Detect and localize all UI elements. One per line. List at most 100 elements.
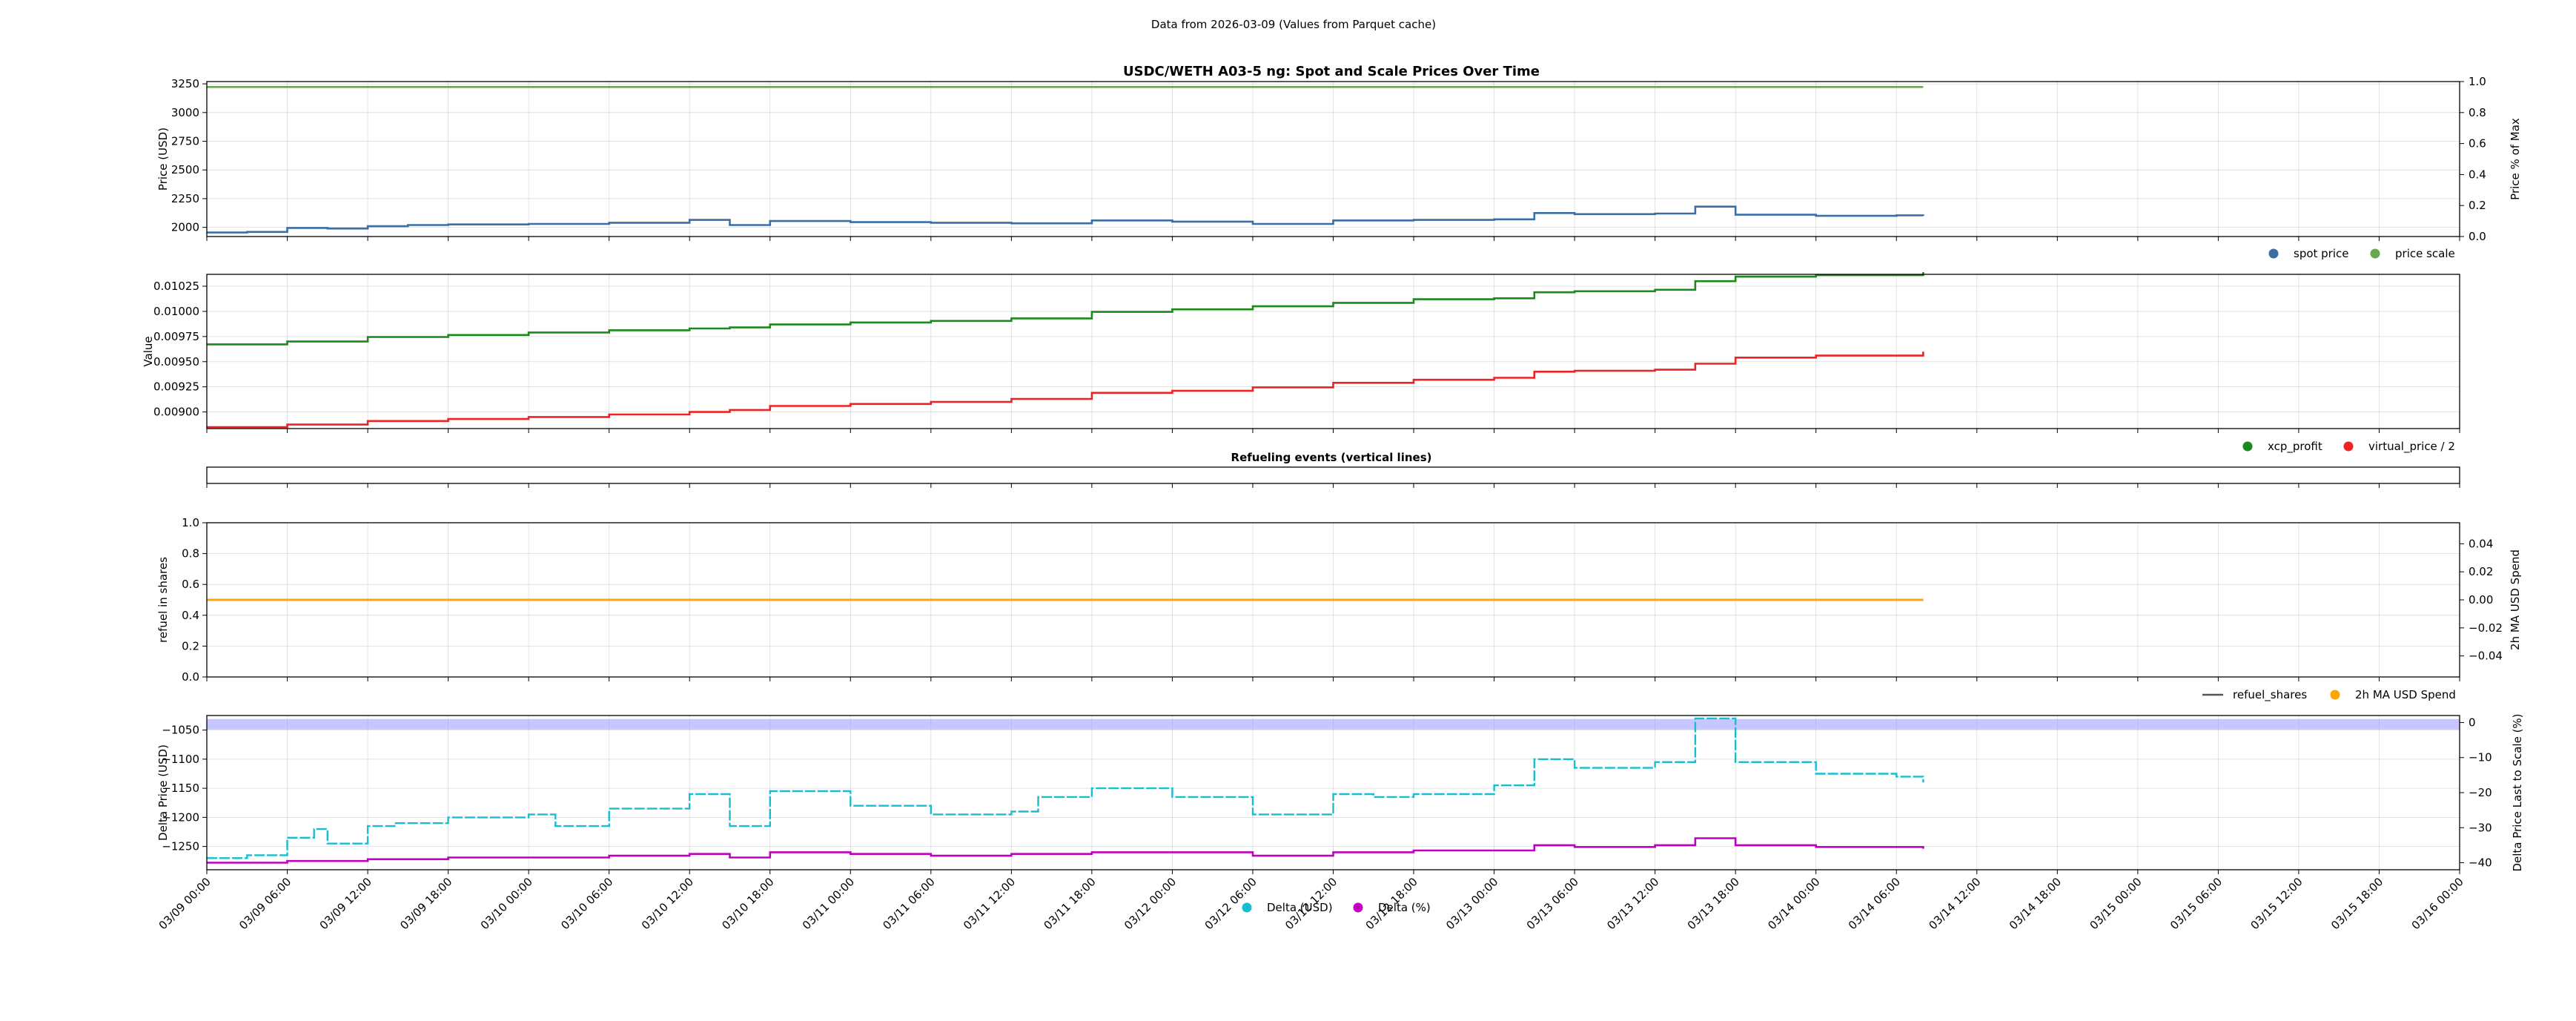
highlight-band bbox=[207, 718, 2460, 730]
subplot-title: USDC/WETH A03-5 ng: Spot and Scale Price… bbox=[1123, 64, 1540, 79]
series-line-delta- bbox=[207, 837, 1924, 864]
x-tick-label: 03/15 12:00 bbox=[2248, 875, 2305, 932]
legend-label: spot price bbox=[2294, 247, 2349, 260]
subplot-title: Refueling events (vertical lines) bbox=[1231, 451, 1432, 464]
legend-item: Delta (USD) bbox=[1242, 901, 1333, 914]
subplot-4: 0.0 0.2 0.4 0.6 0.8 1.0 −0.04 −0.02 0.00 0.02 0.04… bbox=[156, 516, 2522, 702]
y-tick-label: −1250 bbox=[162, 840, 199, 853]
y2-tick-label: 0.4 bbox=[2469, 168, 2486, 181]
y-tick-label: 0.00900 bbox=[153, 406, 199, 419]
y-tick-label: −1050 bbox=[162, 724, 199, 737]
y-tick-label: 0.8 bbox=[182, 547, 199, 561]
y-tick-label: 0.01025 bbox=[153, 280, 199, 293]
legend-label: Delta (USD) bbox=[1267, 901, 1333, 914]
y2-axis-label: 2h MA USD Spend bbox=[2509, 549, 2522, 650]
y2-tick-label: 0.04 bbox=[2469, 537, 2493, 550]
y-tick-label: 3250 bbox=[171, 77, 199, 90]
x-tick-label: 03/12 00:00 bbox=[1122, 875, 1179, 932]
y2-tick-label: −0.02 bbox=[2469, 621, 2503, 635]
legend-marker bbox=[2330, 690, 2340, 700]
y2-tick-label: 0.6 bbox=[2469, 137, 2486, 151]
y-axis-label: refuel in shares bbox=[156, 557, 170, 643]
x-tick-label: 03/09 06:00 bbox=[236, 875, 294, 932]
y-tick-label: 2750 bbox=[171, 135, 199, 148]
subplot-2: 0.00900 0.00925 0.00950 0.00975 0.01000 0.010… bbox=[142, 272, 2460, 454]
series-line-xcp-profit bbox=[207, 272, 1924, 346]
x-tick-label: 03/13 18:00 bbox=[1685, 875, 1742, 932]
x-tick-label: 03/14 12:00 bbox=[1926, 875, 1983, 932]
series-line-virtual-price-2 bbox=[207, 351, 1924, 429]
y2-tick-label: 0.0 bbox=[2469, 230, 2486, 243]
legend-item: spot price bbox=[2268, 247, 2349, 260]
x-tick-label: 03/10 06:00 bbox=[558, 875, 615, 932]
y2-tick-label: 0.8 bbox=[2469, 106, 2486, 119]
y2-tick-label: 0.00 bbox=[2469, 593, 2493, 607]
x-axis-tick-labels: 03/09 00:00 03/09 06:00 03/09 12:00 03/09 1… bbox=[156, 875, 2466, 932]
legend-item: refuel_shares bbox=[2202, 688, 2307, 702]
x-tick-label: 03/15 00:00 bbox=[2087, 875, 2144, 932]
legend-item: Delta (%) bbox=[1353, 901, 1431, 914]
x-tick-label: 03/10 00:00 bbox=[478, 875, 535, 932]
y-tick-label: −1150 bbox=[162, 782, 199, 795]
plot-frame bbox=[206, 466, 2460, 484]
x-tick-label: 03/09 18:00 bbox=[397, 875, 454, 932]
x-tick-label: 03/16 00:00 bbox=[2409, 875, 2466, 932]
y2-tick-label: 0.2 bbox=[2469, 199, 2486, 212]
legend-marker bbox=[2268, 248, 2279, 259]
x-tick-label: 03/11 18:00 bbox=[1041, 875, 1098, 932]
legend-label: Delta (%) bbox=[1378, 901, 1431, 914]
y-tick-label: 0.00975 bbox=[153, 330, 199, 343]
legend-label: virtual_price / 2 bbox=[2368, 440, 2455, 454]
legend-marker bbox=[2242, 441, 2253, 452]
legend-label: 2h MA USD Spend bbox=[2355, 688, 2456, 701]
subplot-5: −1250 −1200 −1150 −1100 −1050 −40 −30 −20 −10 0 De… bbox=[156, 713, 2524, 914]
y-tick-label: 2000 bbox=[171, 221, 199, 234]
x-tick-label: 03/09 00:00 bbox=[156, 875, 213, 932]
x-tick-label: 03/13 12:00 bbox=[1604, 875, 1661, 932]
y-tick-label: 0.4 bbox=[182, 609, 199, 622]
y-tick-label: 2500 bbox=[171, 163, 199, 176]
y-axis-label: Delta Price (USD) bbox=[156, 744, 170, 841]
y-tick-label: 0.00925 bbox=[153, 380, 199, 394]
y-tick-label: 0.2 bbox=[182, 639, 199, 652]
x-tick-label: 03/15 18:00 bbox=[2328, 875, 2385, 932]
legend-label: xcp_profit bbox=[2268, 440, 2322, 454]
y-tick-label: 2250 bbox=[171, 192, 199, 205]
y-tick-label: 0.0 bbox=[182, 670, 199, 684]
x-tick-label: 03/14 18:00 bbox=[2007, 875, 2064, 932]
y-tick-label: 3000 bbox=[171, 106, 199, 119]
y2-tick-label: −0.04 bbox=[2469, 650, 2503, 663]
series-line-spot-price bbox=[207, 205, 1924, 234]
y2-tick-label: 0.02 bbox=[2469, 565, 2493, 578]
legend-marker bbox=[2343, 441, 2354, 452]
y-tick-label: −1200 bbox=[162, 810, 199, 824]
x-tick-label: 03/10 18:00 bbox=[719, 875, 776, 932]
y2-tick-label: 1.0 bbox=[2469, 75, 2486, 88]
y-axis-label: Value bbox=[142, 336, 155, 366]
y2-tick-label: −10 bbox=[2469, 751, 2492, 764]
x-tick-label: 03/13 00:00 bbox=[1443, 875, 1500, 932]
x-tick-label: 03/11 06:00 bbox=[880, 875, 937, 932]
y2-axis-label: Delta Price Last to Scale (%) bbox=[2511, 713, 2524, 871]
y-tick-label: 0.00950 bbox=[153, 355, 199, 369]
y2-tick-label: 0 bbox=[2469, 716, 2476, 729]
legend-label: refuel_shares bbox=[2233, 688, 2307, 702]
subplot-3: Refueling events (vertical lines) bbox=[206, 451, 2460, 488]
figure-supertitle: Data from 2026-03-09 (Values from Parque… bbox=[1151, 18, 1436, 31]
x-tick-label: 03/10 12:00 bbox=[639, 875, 696, 932]
legend-item: price scale bbox=[2370, 247, 2455, 260]
y-tick-label: 0.6 bbox=[182, 578, 199, 591]
y-tick-label: 0.01000 bbox=[153, 305, 199, 318]
x-tick-label: 03/14 06:00 bbox=[1846, 875, 1903, 932]
legend-item: 2h MA USD Spend bbox=[2330, 688, 2456, 701]
plot-frame bbox=[206, 81, 2460, 237]
legend-item: virtual_price / 2 bbox=[2343, 440, 2455, 454]
plot-frame bbox=[206, 522, 2460, 678]
subplot-1: 2000 2250 2500 2750 3000 3250 0.0 0.2 0.4 0.6 0.8 1… bbox=[156, 64, 2522, 260]
y2-tick-label: −20 bbox=[2469, 786, 2492, 799]
x-tick-label: 03/13 06:00 bbox=[1524, 875, 1581, 932]
x-tick-label: 03/11 12:00 bbox=[961, 875, 1018, 932]
x-tick-label: 03/14 00:00 bbox=[1765, 875, 1822, 932]
y-tick-label: −1100 bbox=[162, 753, 199, 766]
